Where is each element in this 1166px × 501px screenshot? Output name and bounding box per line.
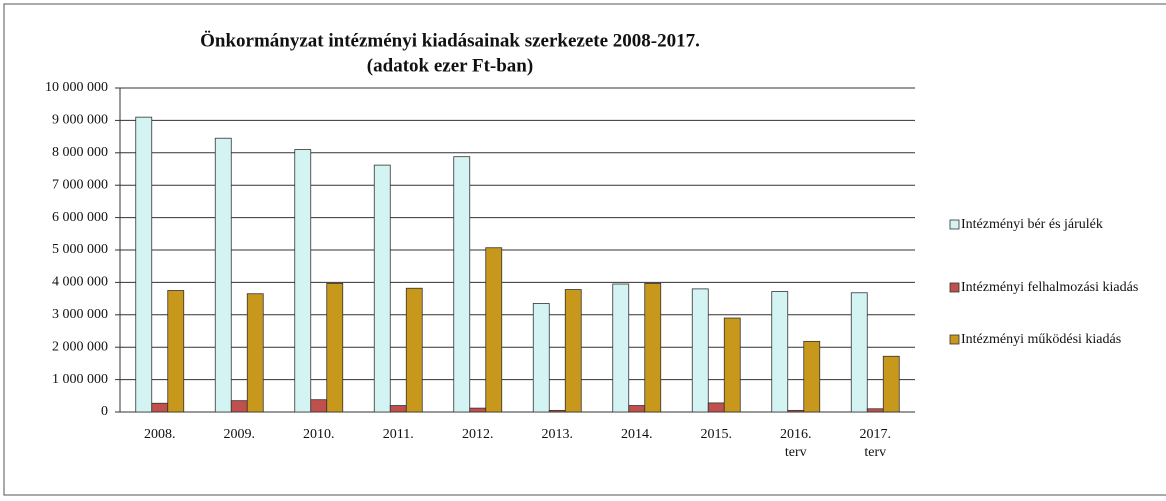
bar xyxy=(882,355,900,413)
bar xyxy=(628,405,646,413)
bar xyxy=(707,402,725,413)
y-tick-label: 8 000 000 xyxy=(52,145,108,160)
x-tick-label: 2011. xyxy=(382,427,414,442)
y-tick-label: 10 000 000 xyxy=(45,80,108,95)
y-tick-label: 1 000 000 xyxy=(52,372,108,387)
bar xyxy=(135,116,153,413)
x-tick-label: 2012. xyxy=(462,427,494,442)
legend-label: Intézményi felhalmozási kiadás xyxy=(961,280,1138,295)
bar xyxy=(691,288,709,413)
bar xyxy=(405,287,423,413)
bar xyxy=(532,303,550,413)
legend-swatch xyxy=(949,282,960,293)
x-tick-label: 2017. terv xyxy=(859,427,892,460)
bar xyxy=(803,340,821,413)
bar xyxy=(564,289,582,413)
y-tick-label: 4 000 000 xyxy=(52,275,108,290)
y-tick-label: 9 000 000 xyxy=(52,113,108,128)
y-tick-label: 6 000 000 xyxy=(52,210,108,225)
chart-title: Önkormányzat intézményi kiadásainak szer… xyxy=(200,30,700,51)
x-tick-label: 2015. xyxy=(700,427,733,442)
bar xyxy=(723,317,741,413)
x-tick-label: 2010. xyxy=(303,427,335,442)
bar xyxy=(453,156,471,413)
bar xyxy=(612,283,630,413)
bar xyxy=(214,137,232,413)
bar xyxy=(548,409,566,413)
y-tick-label: 5 000 000 xyxy=(52,242,108,257)
legend-label: Intézményi működési kiadás xyxy=(961,332,1121,347)
y-tick-label: 7 000 000 xyxy=(52,177,108,192)
bar xyxy=(373,164,391,413)
y-tick-label: 0 xyxy=(101,404,108,419)
x-tick-label: 2013. xyxy=(541,427,574,442)
x-tick-label: 2008. xyxy=(144,427,176,442)
bar xyxy=(771,291,789,413)
bar xyxy=(310,399,328,413)
bar xyxy=(167,290,185,413)
legend-label: Intézményi bér és járulék xyxy=(961,217,1103,232)
bar xyxy=(230,400,248,413)
x-tick-label: 2016. terv xyxy=(780,427,812,460)
legend-swatch xyxy=(949,219,960,230)
bar xyxy=(389,405,407,413)
bar xyxy=(469,407,487,413)
chart-frame xyxy=(3,3,1166,496)
bar xyxy=(294,149,312,413)
x-tick-label: 2009. xyxy=(223,427,256,442)
x-tick-label: 2014. xyxy=(621,427,653,442)
bar xyxy=(326,282,344,413)
bar xyxy=(151,402,169,413)
bar xyxy=(644,282,662,413)
bar xyxy=(787,409,805,413)
bar xyxy=(850,292,868,413)
bar xyxy=(866,408,884,413)
bar xyxy=(246,293,264,413)
y-tick-label: 2 000 000 xyxy=(52,339,108,354)
y-tick-label: 3 000 000 xyxy=(52,307,108,322)
bar xyxy=(485,247,503,413)
chart-subtitle: (adatok ezer Ft-ban) xyxy=(367,55,533,76)
legend-swatch xyxy=(949,334,960,345)
